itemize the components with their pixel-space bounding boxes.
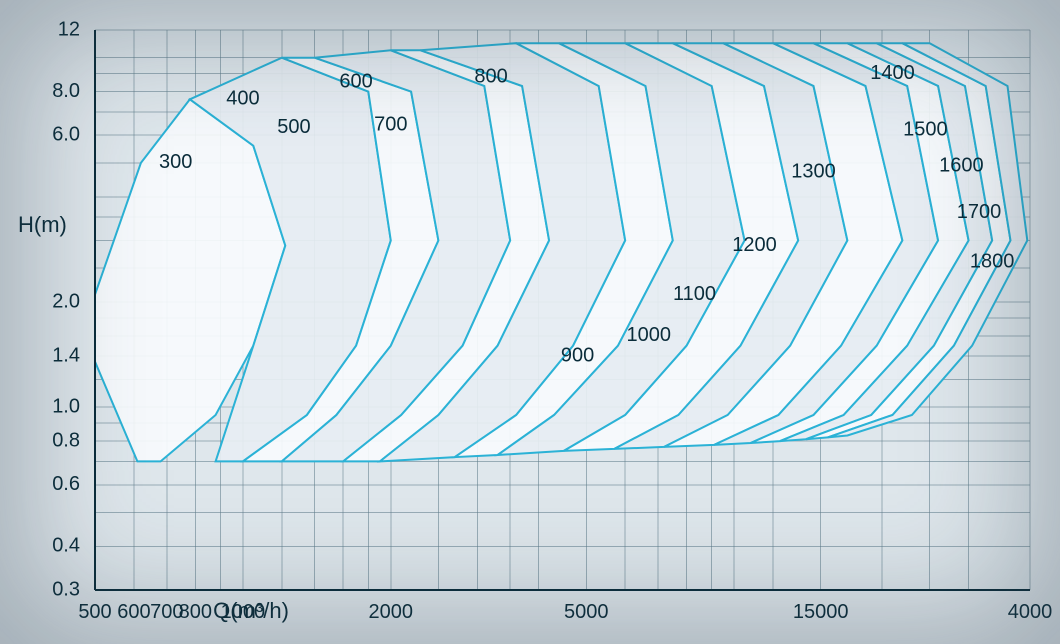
envelope-label-1600: 1600 — [939, 154, 984, 176]
y-tick-label: 2.0 — [52, 290, 80, 312]
x-tick-label: 2000 — [369, 601, 414, 623]
y-tick-label: 1.4 — [52, 344, 80, 366]
y-tick-label: 8.0 — [52, 80, 80, 102]
x-tick-label: 800 — [179, 601, 212, 623]
y-tick-label: 0.4 — [52, 535, 80, 557]
envelope-label-1500: 1500 — [903, 119, 948, 141]
x-tick-label: 500 — [78, 601, 111, 623]
envelope-label-700: 700 — [374, 114, 407, 136]
envelope-label-1000: 1000 — [627, 324, 672, 346]
y-tick-label: 0.3 — [52, 578, 80, 600]
envelope-label-300: 300 — [159, 151, 192, 173]
x-tick-label: 4000 — [1008, 601, 1053, 623]
envelope-label-400: 400 — [226, 88, 259, 110]
y-tick-label: 1.0 — [52, 396, 80, 418]
performance-chart: 3004005006007008009001000110012001300140… — [0, 0, 1060, 644]
envelope-label-500: 500 — [277, 116, 310, 138]
x-tick-label: 600 — [117, 601, 150, 623]
envelope-label-800: 800 — [474, 65, 507, 87]
x-tick-label: 15000 — [793, 601, 849, 623]
x-tick-label: 5000 — [564, 601, 609, 623]
y-tick-label: 6.0 — [52, 124, 80, 146]
y-tick-label: 12 — [58, 18, 80, 40]
y-tick-label: 0.6 — [52, 473, 80, 495]
envelope-label-1100: 1100 — [673, 283, 716, 305]
envelope-label-900: 900 — [561, 344, 594, 366]
envelope-label-1400: 1400 — [870, 62, 915, 84]
y-axis-title: H(m) — [18, 212, 67, 237]
envelope-label-1700: 1700 — [957, 201, 1002, 223]
y-tick-label: 0.8 — [52, 429, 80, 451]
envelope-label-1800: 1800 — [970, 250, 1015, 272]
envelope-label-1200: 1200 — [732, 234, 777, 256]
envelope-label-1300: 1300 — [791, 161, 836, 183]
envelope-label-600: 600 — [339, 71, 372, 93]
x-axis-title: Q(m³/h) — [213, 598, 289, 623]
